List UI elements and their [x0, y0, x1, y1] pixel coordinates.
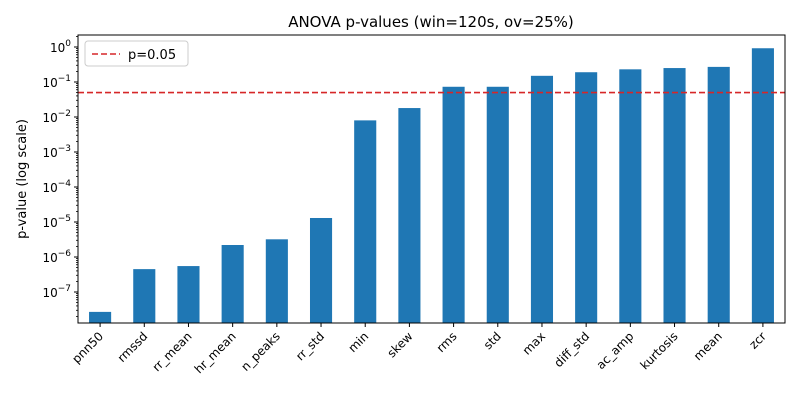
x-tick-label: rmssd	[115, 329, 151, 365]
bar-max	[530, 75, 554, 324]
legend-label: p=0.05	[128, 48, 176, 63]
x-tick-label: rr_std	[293, 329, 327, 363]
x-tick-label: rr_mean	[150, 329, 195, 374]
bar-rr_mean	[177, 266, 200, 323]
bar-n_peaks	[265, 239, 288, 323]
y-tick-label: 10−1	[42, 74, 71, 90]
y-axis-label: p-value (log scale)	[15, 119, 30, 239]
y-tick-label: 10−6	[42, 249, 71, 265]
x-tick-label: ac_amp	[594, 329, 637, 372]
chart-title: ANOVA p-values (win=120s, ov=25%)	[288, 13, 574, 31]
bar-kurtosis	[663, 68, 686, 323]
bar-rms	[442, 86, 465, 323]
y-tick-label: 10−3	[42, 144, 71, 160]
bar-hr_mean	[221, 245, 244, 323]
bar-pnn50	[89, 311, 112, 323]
x-tick-label: hr_mean	[192, 329, 239, 376]
bar-std	[486, 86, 509, 323]
bar-rmssd	[133, 269, 156, 323]
y-tick-label: 10−5	[42, 214, 71, 230]
bar-rr_std	[309, 217, 333, 323]
bars-group	[89, 48, 774, 324]
x-tick-label: skew	[384, 329, 415, 360]
x-tick-label: mean	[691, 329, 725, 363]
x-tick-label: diff_std	[551, 329, 592, 370]
bar-skew	[398, 108, 421, 323]
legend-box	[84, 40, 189, 67]
y-tick-label: 10−2	[42, 109, 71, 125]
plot-frame	[77, 34, 786, 324]
x-tick-label: std	[481, 329, 504, 352]
y-tick-label: 100	[50, 39, 71, 55]
bar-ac_amp	[619, 69, 642, 323]
x-tick-label: zcr	[747, 329, 770, 352]
x-tick-label: kurtosis	[638, 329, 681, 372]
y-tick-label: 10−7	[42, 284, 71, 300]
bar-zcr	[751, 48, 774, 323]
legend: p=0.05	[84, 40, 189, 67]
x-tick-label: n_peaks	[238, 329, 283, 374]
y-axis-ticks: 10−7 10−6 10−5 10−4 10−3 10−2 10−1 100	[42, 36, 78, 317]
x-tick-label: pnn50	[69, 329, 106, 366]
y-tick-label: 10−4	[42, 179, 71, 195]
bar-mean	[707, 66, 730, 323]
x-tick-label: rms	[434, 329, 460, 355]
x-tick-label: min	[345, 329, 371, 355]
x-tick-label: max	[520, 329, 548, 357]
bar-min	[354, 120, 377, 324]
bar-diff_std	[575, 72, 598, 323]
